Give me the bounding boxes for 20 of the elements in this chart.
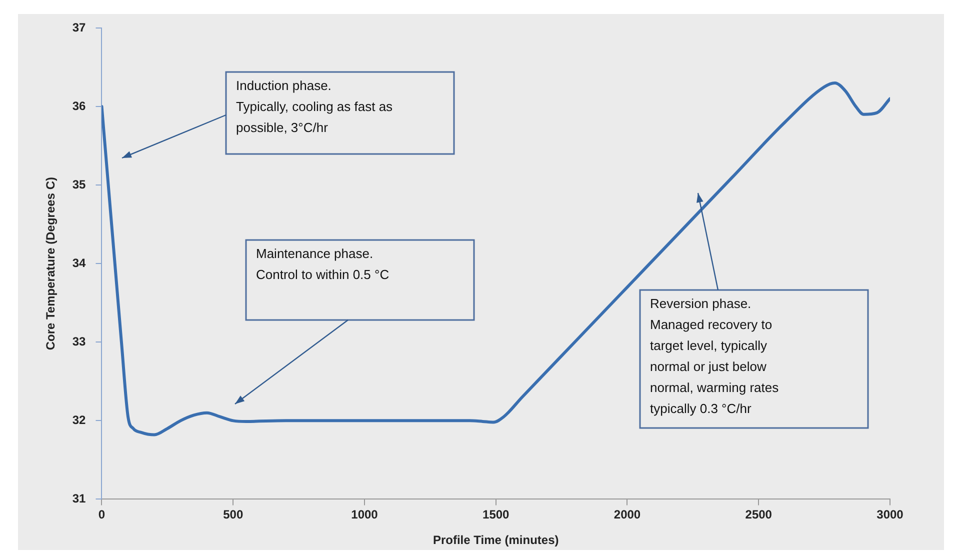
x-tick-label: 1000 [351, 508, 378, 522]
y-tick-label: 34 [72, 256, 86, 270]
x-tick-label: 2500 [745, 508, 772, 522]
x-tick-label: 0 [98, 508, 106, 522]
annotation: Induction phase. Typically, cooling as fast as possible, 3°C/hr [236, 78, 394, 136]
y-tick-label: 35 [72, 177, 86, 192]
y-tick-label: 33 [72, 334, 86, 348]
x-tick-label: 2000 [614, 508, 641, 522]
y-axis-title: Core Temperature (Degrees C) [44, 177, 58, 350]
line-series [102, 81, 890, 436]
y-tick-label: 37 [72, 20, 86, 34]
y-tick-label: 31 [72, 492, 86, 506]
x-tick-label: 1500 [482, 508, 510, 522]
x-tick-label: 500 [223, 508, 244, 522]
y-tick-label: 32 [72, 412, 86, 427]
annotation: Reversion phase. Managed recovery to target level, typically normal or just below normal, warming rates typically 0.3 °C/hr [650, 296, 780, 416]
annotation: Maintenance phase. Control to within 0.5 °C [256, 246, 390, 282]
x-tick-label: 3000 [876, 508, 904, 522]
x-axis-title: Profile Time (minutes) [432, 533, 559, 548]
y-tick-label: 36 [72, 98, 86, 113]
